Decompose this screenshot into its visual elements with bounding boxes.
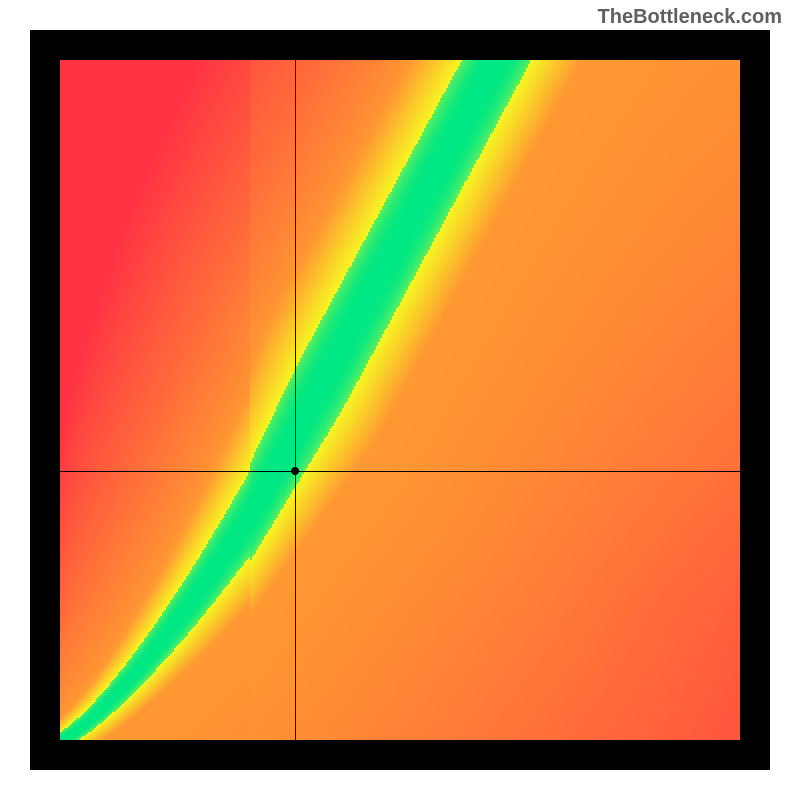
crosshair-vertical: [295, 60, 296, 740]
bottleneck-heatmap: [60, 60, 740, 740]
operating-point-marker: [291, 467, 299, 475]
plot-inner-area: [60, 60, 740, 740]
plot-outer-frame: [30, 30, 770, 770]
crosshair-horizontal: [60, 471, 740, 472]
watermark-text: TheBottleneck.com: [598, 6, 782, 29]
